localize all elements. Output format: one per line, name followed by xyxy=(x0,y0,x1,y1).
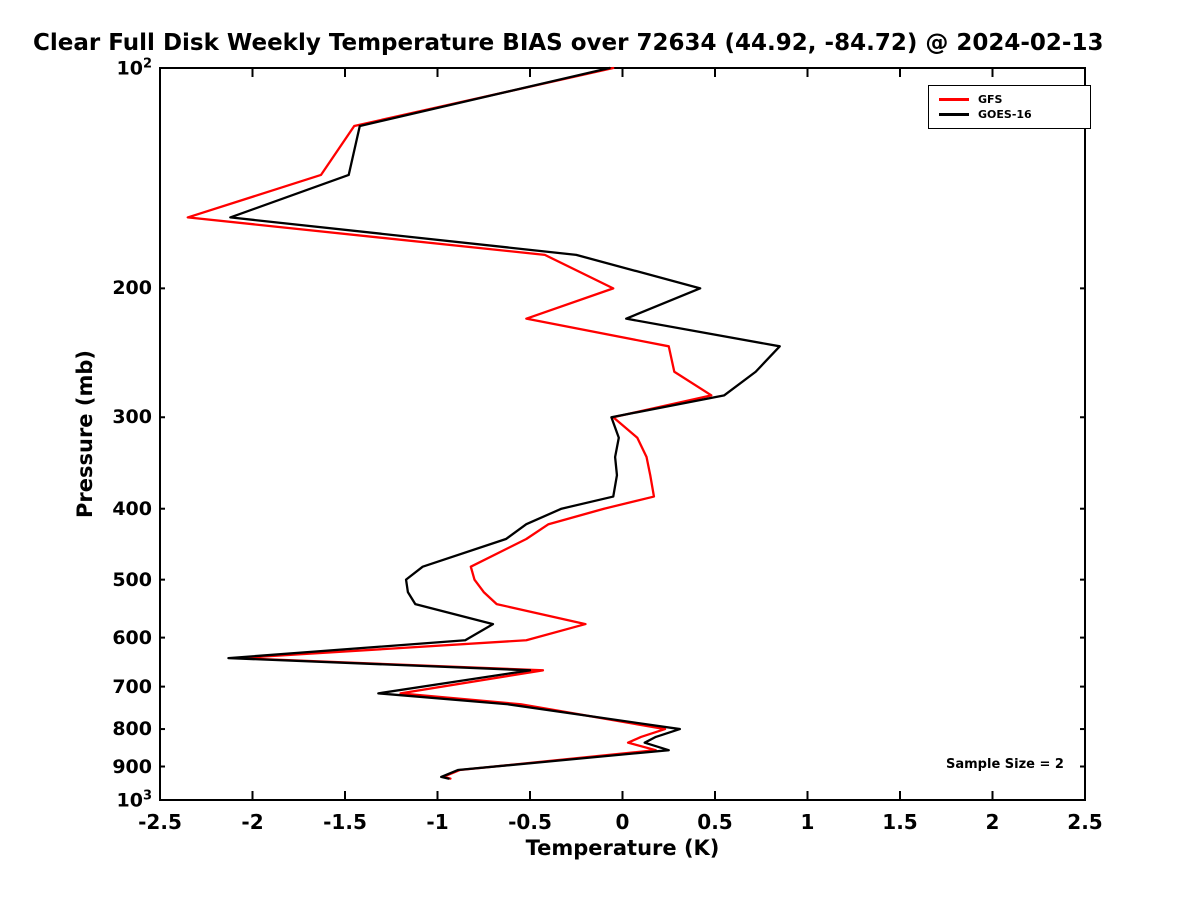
chart-title: Clear Full Disk Weekly Temperature BIAS … xyxy=(33,30,1104,56)
y-tick-label: 300 xyxy=(112,406,152,429)
x-tick-label: -2.5 xyxy=(138,810,182,834)
y-tick-label: 700 xyxy=(112,675,152,698)
sample-size-annotation: Sample Size = 2 xyxy=(946,757,1064,772)
goes16-line-swatch xyxy=(939,113,969,116)
x-tick-label: 0 xyxy=(615,810,630,834)
y-axis-label: Pressure (mb) xyxy=(73,350,97,518)
y-tick-label: 200 xyxy=(112,277,152,300)
y-tick-label: 500 xyxy=(112,568,152,591)
y-tick-label: 400 xyxy=(112,497,152,520)
y-tick-label: 800 xyxy=(112,718,152,741)
y-decade-tick-label: 102 xyxy=(116,56,153,80)
y-tick-label: 900 xyxy=(112,755,152,778)
y-decade-tick-label: 103 xyxy=(116,788,153,812)
goes16-line xyxy=(227,66,781,780)
x-tick-label: -0.5 xyxy=(508,810,552,834)
gfs-line xyxy=(186,66,713,780)
legend-item-gfs: GFS xyxy=(939,92,1080,107)
legend-label-goes16: GOES-16 xyxy=(978,108,1032,121)
legend-item-goes16: GOES-16 xyxy=(939,107,1080,122)
x-tick-label: 2 xyxy=(985,810,1000,834)
x-tick-label: -2 xyxy=(241,810,264,834)
x-tick-label: 2.5 xyxy=(1067,810,1103,834)
gfs-line-swatch xyxy=(939,98,969,101)
legend: GFS GOES-16 xyxy=(928,85,1091,129)
x-tick-label: 1 xyxy=(800,810,815,834)
plot-box xyxy=(159,67,1086,801)
y-tick-label: 600 xyxy=(112,626,152,649)
legend-label-gfs: GFS xyxy=(978,93,1003,106)
x-tick-label: 0.5 xyxy=(697,810,733,834)
x-tick-label: 1.5 xyxy=(882,810,918,834)
x-tick-label: -1 xyxy=(426,810,449,834)
x-tick-label: -1.5 xyxy=(323,810,367,834)
x-axis-label: Temperature (K) xyxy=(525,836,720,860)
